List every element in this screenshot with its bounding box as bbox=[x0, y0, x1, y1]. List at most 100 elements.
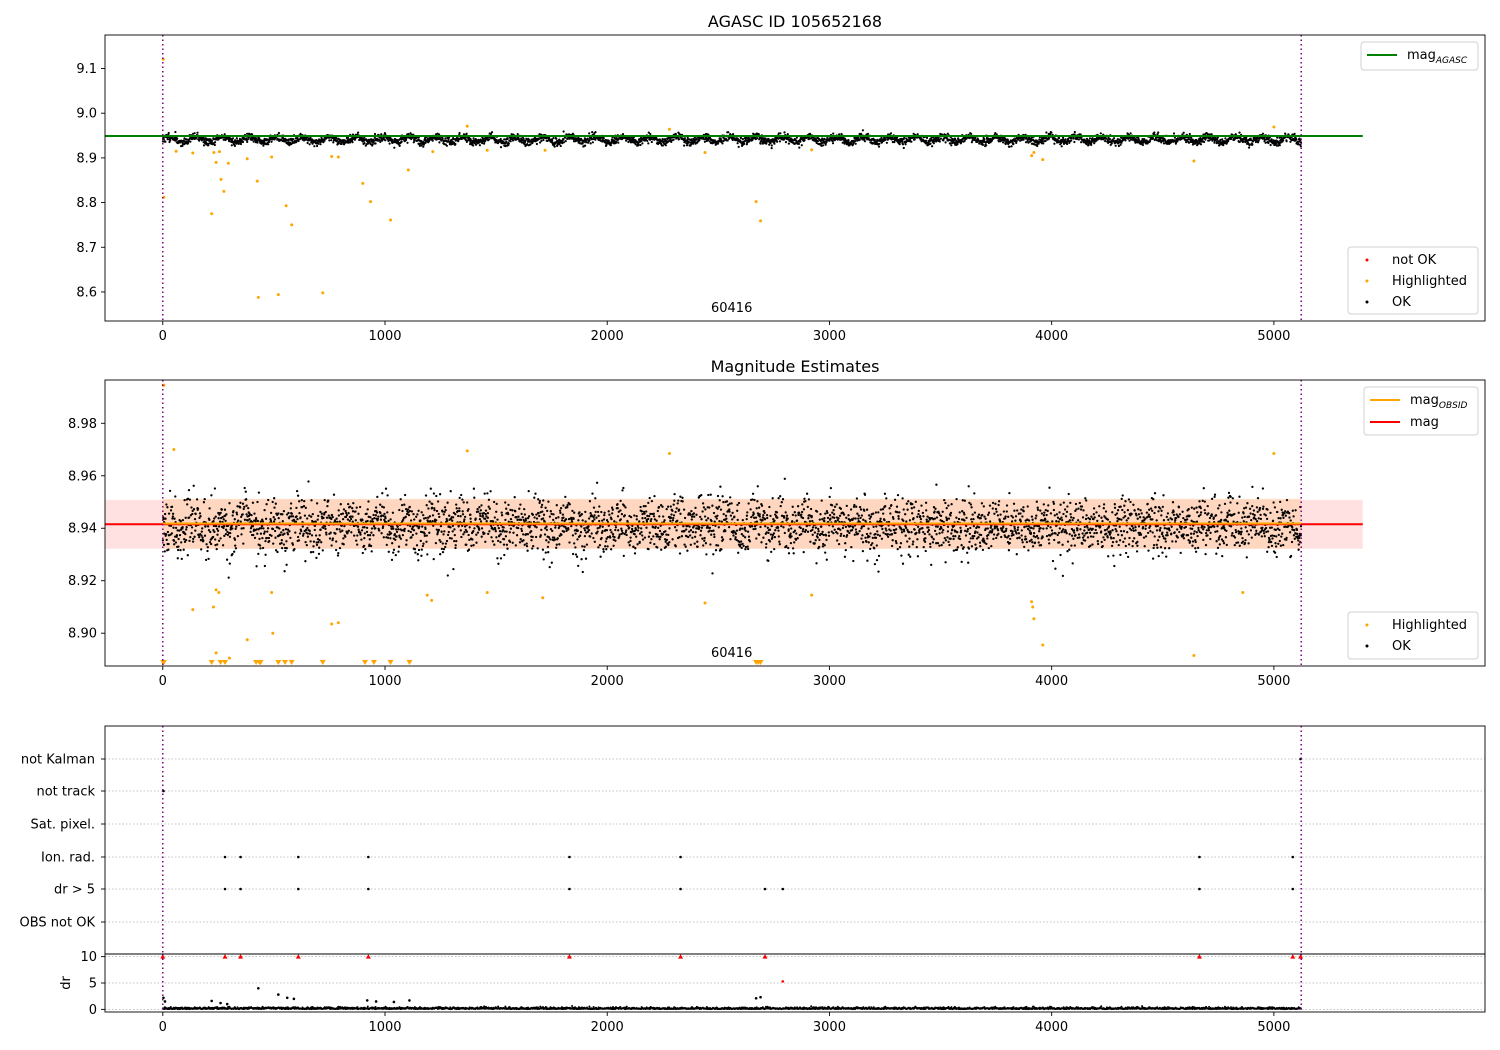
ok-point bbox=[181, 144, 184, 147]
ok-point bbox=[480, 527, 484, 530]
ok-point bbox=[523, 543, 526, 546]
ok-point bbox=[486, 516, 490, 519]
ok-point bbox=[541, 510, 544, 513]
ok-point bbox=[280, 541, 283, 545]
ok-point bbox=[349, 517, 353, 521]
ok-point bbox=[245, 498, 248, 501]
ok-point bbox=[171, 517, 174, 520]
ok-point bbox=[335, 137, 338, 140]
ok-point bbox=[214, 538, 217, 541]
ok-point bbox=[252, 140, 255, 143]
ok-point bbox=[354, 519, 357, 522]
ok-point bbox=[462, 501, 465, 504]
ok-point bbox=[351, 141, 354, 144]
x-tick-label: 4000 bbox=[1035, 329, 1068, 344]
ok-point bbox=[533, 496, 536, 499]
ok-point bbox=[361, 551, 364, 555]
ok-point bbox=[497, 539, 500, 543]
ok-point bbox=[420, 548, 423, 551]
highlighted-point bbox=[1272, 125, 1276, 129]
ok-point bbox=[196, 507, 200, 510]
highlighted-point bbox=[485, 148, 489, 152]
ok-point bbox=[453, 539, 456, 543]
ok-point bbox=[560, 533, 563, 536]
ok-point bbox=[164, 517, 167, 520]
ok-point bbox=[522, 533, 525, 536]
ok-point bbox=[355, 506, 358, 509]
ok-point bbox=[317, 552, 321, 556]
ok-point bbox=[901, 143, 905, 146]
ok-point bbox=[342, 139, 345, 142]
ok-point bbox=[404, 515, 407, 518]
ok-point bbox=[220, 508, 223, 511]
ok-point bbox=[1066, 142, 1069, 146]
ok-point bbox=[179, 548, 182, 552]
ok-point bbox=[737, 145, 740, 148]
ok-point bbox=[231, 514, 234, 517]
ok-point bbox=[366, 519, 369, 523]
ok-point bbox=[983, 138, 986, 141]
ok-point bbox=[174, 541, 178, 544]
ok-point bbox=[189, 535, 192, 539]
ok-point bbox=[683, 137, 687, 140]
ok-point bbox=[562, 530, 566, 533]
ok-point bbox=[446, 501, 449, 504]
ok-point bbox=[531, 142, 534, 145]
ok-point bbox=[382, 536, 385, 539]
ok-point bbox=[479, 509, 482, 512]
ok-point bbox=[650, 140, 653, 144]
ok-point bbox=[472, 137, 475, 140]
ok-point bbox=[188, 516, 191, 519]
ok-point bbox=[457, 514, 460, 518]
ok-point bbox=[467, 508, 470, 511]
ok-point bbox=[200, 548, 203, 551]
ok-point bbox=[412, 529, 416, 532]
ok-point bbox=[306, 532, 309, 535]
ok-point bbox=[267, 140, 271, 144]
ok-point bbox=[538, 137, 541, 140]
ok-point bbox=[231, 138, 234, 142]
ok-point bbox=[548, 565, 551, 569]
ok-point bbox=[1269, 143, 1272, 147]
ok-point bbox=[558, 525, 561, 528]
ok-point bbox=[288, 530, 291, 533]
ok-point bbox=[235, 137, 238, 140]
ok-point bbox=[574, 546, 577, 549]
ok-point bbox=[1060, 145, 1063, 148]
ok-point bbox=[1261, 132, 1265, 135]
ok-point bbox=[363, 526, 366, 529]
ok-point bbox=[205, 142, 208, 145]
ok-point bbox=[547, 500, 550, 503]
ok-point bbox=[634, 143, 637, 146]
ok-point bbox=[302, 532, 305, 535]
ok-point bbox=[192, 508, 196, 511]
ok-point bbox=[337, 142, 340, 145]
ok-point bbox=[485, 520, 488, 523]
ok-point bbox=[499, 137, 502, 141]
ok-point bbox=[313, 528, 316, 532]
ok-point bbox=[816, 140, 820, 143]
ok-point bbox=[674, 133, 678, 136]
ok-point bbox=[488, 507, 491, 510]
ok-point bbox=[202, 539, 205, 542]
ok-point bbox=[443, 530, 446, 533]
ok-point bbox=[261, 520, 265, 523]
ok-point bbox=[538, 499, 542, 503]
ok-point bbox=[428, 139, 431, 143]
highlighted-point bbox=[389, 218, 393, 222]
ok-point bbox=[273, 529, 277, 533]
ok-point bbox=[831, 142, 835, 145]
ok-point bbox=[323, 498, 326, 502]
ok-point bbox=[520, 527, 523, 531]
ok-point bbox=[504, 501, 507, 504]
ok-point bbox=[451, 516, 455, 519]
ok-point bbox=[405, 136, 408, 140]
ok-point bbox=[307, 480, 310, 483]
ok-point bbox=[304, 560, 307, 563]
ok-point bbox=[221, 544, 225, 547]
ok-point bbox=[533, 516, 536, 519]
ok-point bbox=[344, 535, 347, 538]
ok-point bbox=[345, 511, 348, 515]
ok-point bbox=[487, 532, 490, 536]
ok-point bbox=[198, 535, 201, 539]
